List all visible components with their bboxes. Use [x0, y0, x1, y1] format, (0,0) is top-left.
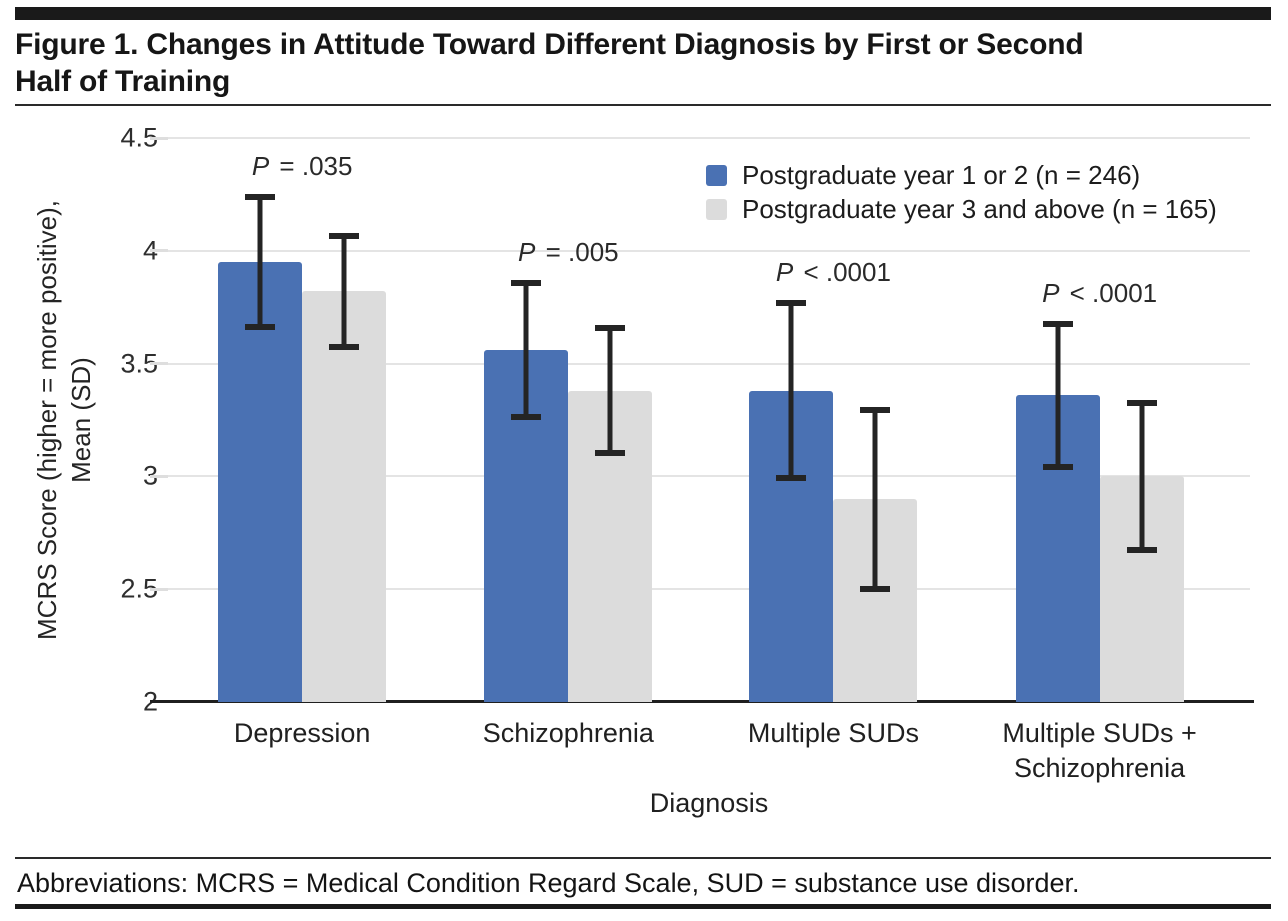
bar-group-schizophrenia [484, 138, 653, 702]
p-value-label: P < .0001 [775, 257, 891, 288]
error-bar-series-2 [329, 232, 360, 351]
y-axis-tick-labels: 4.543.532.52 [60, 123, 158, 717]
p-italic: P [1042, 277, 1060, 308]
top-border-bar [15, 7, 1271, 20]
legend-swatch-icon [706, 164, 727, 186]
gridline [168, 137, 1250, 139]
x-axis-line [150, 700, 1254, 703]
y-axis-tick-mark [150, 249, 168, 253]
category-label: Schizophrenia [483, 716, 654, 751]
legend-row-series-1: Postgraduate year 1 or 2 (n = 246) [706, 158, 1217, 192]
error-bar-stem [872, 406, 878, 592]
error-bar-stem [607, 325, 613, 457]
category-label-line: Schizophrenia [1014, 753, 1186, 783]
footer-border-bar [15, 904, 1271, 909]
error-bar-cap-bottom [595, 450, 626, 457]
bar-series-1 [218, 262, 303, 702]
category-label-line: Depression [233, 718, 371, 748]
footer-divider-top [15, 857, 1271, 859]
category-label: Multiple SUDs + Schizophrenia [1002, 716, 1196, 786]
error-bar-stem [341, 232, 347, 351]
category-label-line: Schizophrenia [482, 718, 654, 748]
error-bar-stem [788, 300, 794, 481]
error-bar-series-2 [1126, 399, 1157, 554]
error-bar-cap-bottom [1126, 547, 1157, 554]
p-value-label: P < .0001 [1042, 277, 1158, 308]
p-italic: P [251, 151, 270, 182]
plot-area: Postgraduate year 1 or 2 (n = 246) Postgr… [150, 136, 1254, 783]
error-bar-series-1 [776, 300, 807, 481]
category-label-line: Multiple SUDs + [1002, 718, 1197, 748]
error-bar-cap-bottom [511, 414, 542, 420]
gridline [168, 362, 1250, 365]
y-axis-tick-mark [150, 587, 168, 591]
p-value-label: P = .035 [251, 151, 353, 182]
error-bar-cap-bottom [776, 474, 807, 481]
gridline [168, 475, 1250, 478]
category-label: Multiple SUDs [748, 716, 919, 751]
abbreviations-note: Abbreviations: MCRS = Medical Condition … [17, 868, 1080, 898]
chart-legend: Postgraduate year 1 or 2 (n = 246) Postgr… [706, 158, 1217, 226]
error-bar-series-2 [595, 325, 626, 457]
bar-group-multiple-suds [749, 138, 918, 702]
error-bar-series-1 [511, 280, 542, 420]
error-bar-series-1 [1042, 320, 1073, 470]
p-italic: P [518, 237, 536, 268]
legend-label: Postgraduate year 3 and above (n = 165) [742, 193, 1217, 224]
p-italic: P [775, 257, 794, 288]
error-bar-series-2 [860, 406, 891, 592]
y-axis-tick-mark [150, 362, 168, 366]
figure-title: Figure 1. Changes in Attitude Toward Dif… [15, 28, 1084, 98]
gridline [168, 249, 1250, 252]
error-bar-stem [1139, 399, 1145, 554]
title-divider [15, 104, 1271, 106]
gridline [168, 588, 1250, 591]
error-bar-stem [257, 194, 263, 330]
bar-group-depression [218, 138, 387, 702]
error-bar-cap-bottom [1042, 463, 1073, 470]
legend-swatch-icon [706, 198, 727, 220]
x-axis-title: Diagnosis [649, 788, 769, 818]
error-bar-cap-bottom [245, 323, 276, 330]
bar-group-multiple-suds-schizophrenia [1015, 138, 1184, 702]
y-axis-tick-mark [150, 136, 168, 140]
bar-chart: MCRS Score (higher = more positive), Mean… [32, 123, 1254, 818]
bar-series-2 [302, 291, 387, 702]
category-label-line: Multiple SUDs [747, 718, 919, 748]
legend-label: Postgraduate year 1 or 2 (n = 246) [742, 159, 1141, 190]
legend-row-series-2: Postgraduate year 3 and above (n = 165) [706, 192, 1217, 226]
y-axis-tick-mark [150, 474, 168, 478]
category-label: Depression [234, 716, 371, 751]
error-bar-cap-bottom [860, 585, 891, 592]
y-axis-label-line: MCRS Score (higher = more positive), [32, 200, 63, 640]
error-bar-series-1 [245, 194, 276, 330]
error-bar-stem [1055, 320, 1061, 470]
error-bar-stem [523, 280, 529, 420]
p-value-label: P = .005 [518, 237, 619, 268]
error-bar-cap-bottom [329, 344, 360, 351]
